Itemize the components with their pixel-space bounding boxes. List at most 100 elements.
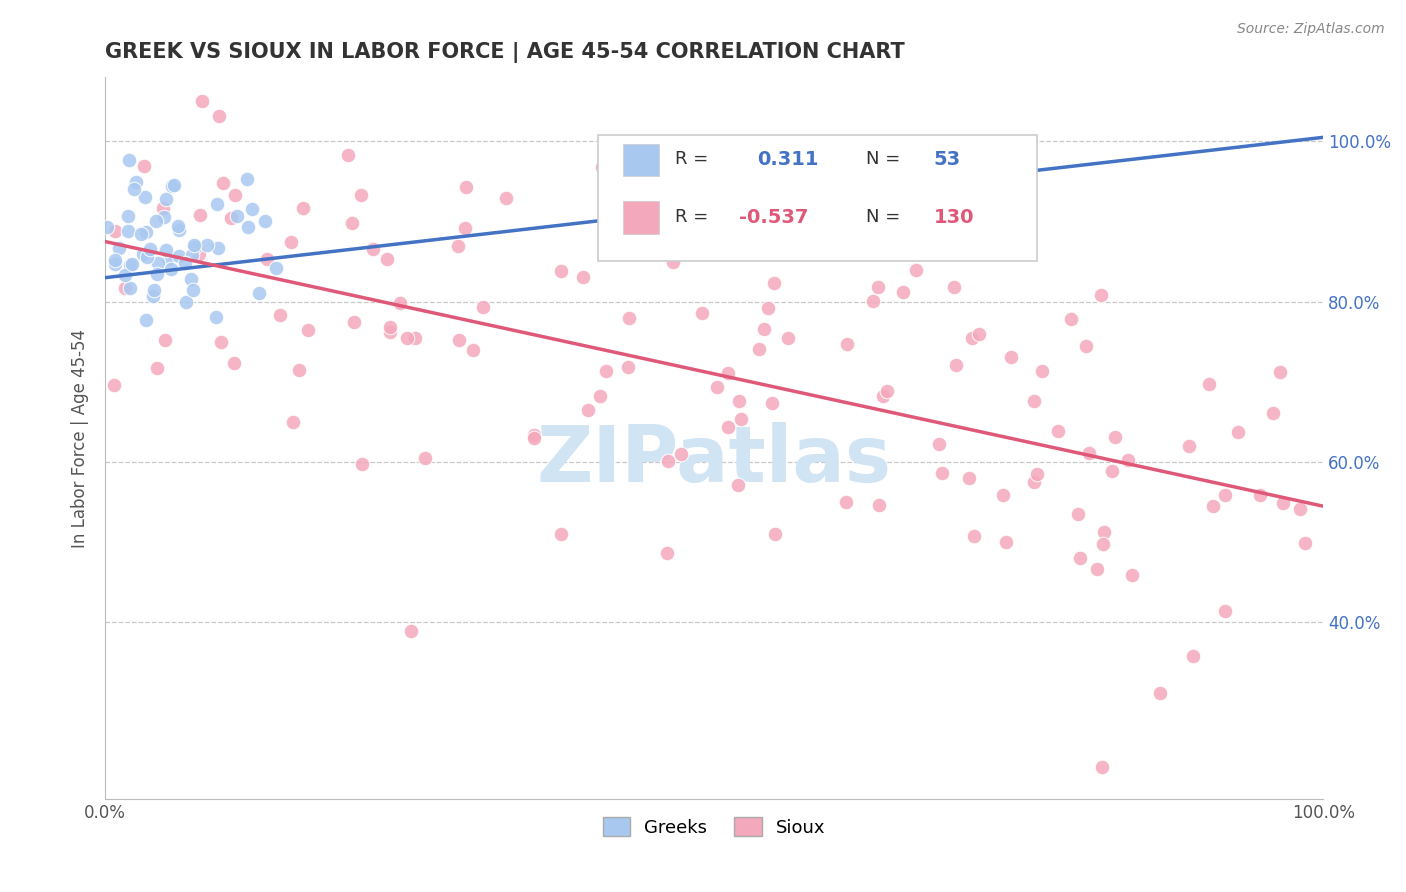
Point: [866, 280, 889, 294]
Point: [1069, 550, 1091, 565]
Point: [1031, 364, 1053, 378]
Point: [619, 311, 641, 326]
Point: [143, 283, 166, 297]
Point: [174, 294, 197, 309]
Point: [905, 263, 928, 277]
Point: [1078, 446, 1101, 460]
Point: [207, 241, 229, 255]
Point: [661, 255, 683, 269]
Point: [96, 219, 118, 234]
Point: [378, 320, 401, 334]
Point: [152, 201, 174, 215]
Point: [104, 253, 127, 268]
Point: [657, 454, 679, 468]
Point: [180, 272, 202, 286]
Point: [730, 412, 752, 426]
Point: [717, 366, 740, 380]
Point: [235, 172, 257, 186]
Point: [103, 377, 125, 392]
Point: [247, 286, 270, 301]
Point: [727, 394, 749, 409]
Point: [363, 242, 385, 256]
Point: [135, 313, 157, 327]
Point: [195, 237, 218, 252]
Point: [145, 214, 167, 228]
Point: [589, 389, 612, 403]
Point: [1090, 287, 1112, 301]
Point: [413, 451, 436, 466]
Y-axis label: In Labor Force | Age 45-54: In Labor Force | Age 45-54: [72, 328, 89, 548]
Point: [1116, 452, 1139, 467]
Point: [256, 252, 278, 266]
Point: [343, 315, 366, 329]
Point: [104, 224, 127, 238]
Point: [868, 498, 890, 512]
Point: [717, 420, 740, 434]
Point: [993, 488, 1015, 502]
Point: [1000, 350, 1022, 364]
Point: [181, 284, 204, 298]
Point: [456, 179, 478, 194]
Point: [207, 197, 229, 211]
Point: [281, 415, 304, 429]
Point: [571, 269, 593, 284]
Point: [155, 333, 177, 347]
Point: [124, 175, 146, 189]
FancyBboxPatch shape: [599, 135, 1038, 261]
Point: [447, 238, 470, 252]
Point: [550, 527, 572, 541]
Point: [1067, 507, 1090, 521]
Point: [297, 323, 319, 337]
Point: [876, 384, 898, 398]
Point: [280, 235, 302, 249]
Point: [129, 227, 152, 241]
Point: [1178, 439, 1201, 453]
FancyBboxPatch shape: [623, 202, 659, 234]
Point: [184, 240, 207, 254]
Text: 0.311: 0.311: [756, 150, 818, 169]
Point: [1074, 339, 1097, 353]
Point: [1268, 365, 1291, 379]
Point: [135, 225, 157, 239]
Point: [114, 281, 136, 295]
Point: [121, 257, 143, 271]
Point: [461, 343, 484, 357]
FancyBboxPatch shape: [623, 144, 659, 176]
Point: [134, 190, 156, 204]
Point: [104, 257, 127, 271]
Text: GREEK VS SIOUX IN LABOR FORCE | AGE 45-54 CORRELATION CHART: GREEK VS SIOUX IN LABOR FORCE | AGE 45-5…: [105, 42, 905, 62]
Point: [375, 252, 398, 267]
Point: [219, 211, 242, 226]
Text: -0.537: -0.537: [738, 208, 808, 227]
Point: [942, 280, 965, 294]
Point: [162, 178, 184, 193]
Point: [1182, 649, 1205, 664]
Point: [153, 210, 176, 224]
Point: [118, 281, 141, 295]
Point: [399, 624, 422, 638]
Point: [595, 363, 617, 377]
Point: [1022, 475, 1045, 490]
Point: [204, 310, 226, 324]
Point: [395, 331, 418, 345]
Point: [761, 395, 783, 409]
Point: [208, 109, 231, 123]
Point: [756, 301, 779, 315]
Point: [776, 331, 799, 345]
Point: [224, 188, 246, 202]
Point: [238, 219, 260, 234]
Point: [931, 466, 953, 480]
Point: [350, 457, 373, 471]
Point: [1047, 424, 1070, 438]
Point: [1198, 376, 1220, 391]
Point: [160, 178, 183, 193]
Point: [114, 268, 136, 282]
Point: [835, 495, 858, 509]
Point: [1149, 686, 1171, 700]
Point: [1085, 562, 1108, 576]
Point: [963, 528, 986, 542]
Point: [292, 201, 315, 215]
Text: ZIPatlas: ZIPatlas: [537, 422, 891, 498]
Point: [891, 285, 914, 299]
Text: N =: N =: [866, 151, 901, 169]
